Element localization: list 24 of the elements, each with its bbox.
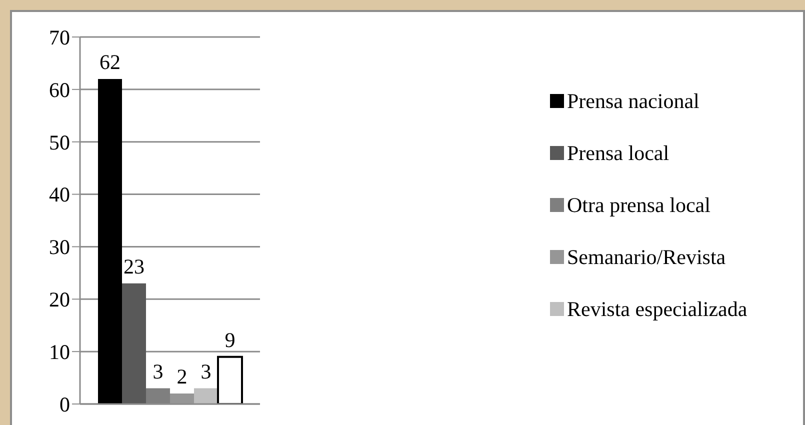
bar <box>122 283 146 404</box>
y-tick-label: 50 <box>49 130 70 154</box>
bar <box>146 388 170 404</box>
bar <box>194 388 218 404</box>
y-tick-label: 60 <box>49 78 70 102</box>
data-label: 23 <box>124 254 144 278</box>
data-label: 2 <box>176 364 188 389</box>
bar <box>217 356 243 404</box>
y-tick-label: 30 <box>49 235 70 260</box>
legend-label: Otra prensa local <box>567 192 712 218</box>
data-label: 3 <box>200 359 212 384</box>
y-tick-label: 10 <box>49 340 70 364</box>
data-label: 62 <box>100 50 120 74</box>
data-label: 9 <box>224 328 236 352</box>
legend-label: Revista especializada <box>567 296 748 322</box>
y-tick-label: 20 <box>49 288 70 312</box>
y-tick-label: 70 <box>49 25 70 50</box>
bar <box>98 78 122 404</box>
legend-label: Semanario/Revista <box>567 244 727 270</box>
legend-label: Prensa nacional <box>567 88 700 114</box>
legend-label: Prensa local <box>567 140 670 166</box>
y-tick-label: 0 <box>60 392 70 416</box>
data-label: 3 <box>152 359 164 384</box>
y-tick-label: 40 <box>49 182 70 207</box>
